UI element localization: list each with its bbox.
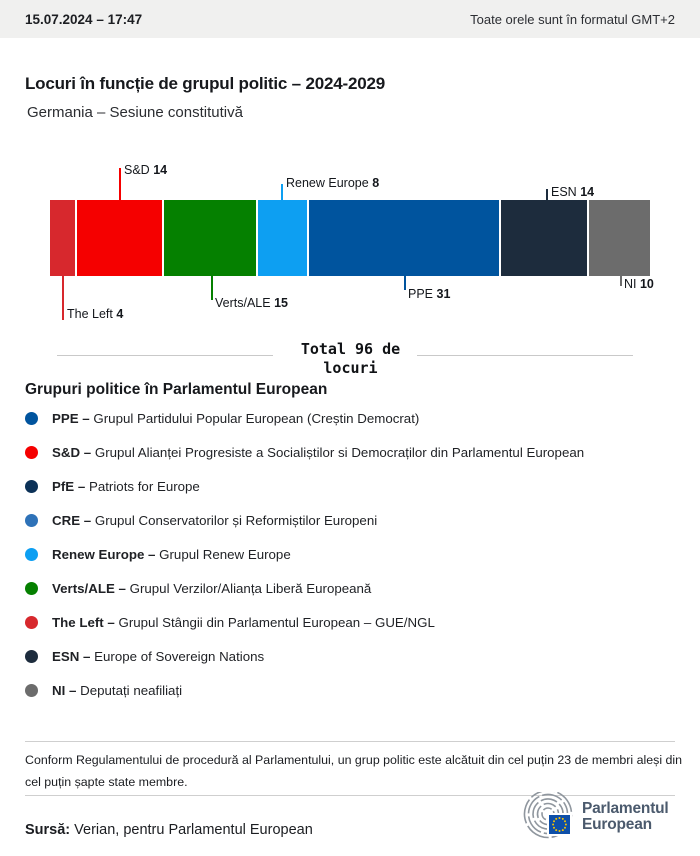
total-seats-label: Total 96 de locuri xyxy=(300,340,401,377)
legend-item-sd[interactable]: S&D – Grupul Alianței Progresiste a Soci… xyxy=(25,444,584,460)
callout-ni: NI 10 xyxy=(624,277,654,291)
eu-flag-icon xyxy=(547,813,572,836)
callout-ppe: PPE 31 xyxy=(408,287,451,301)
legend-item-pfe[interactable]: PfE – Patriots for Europe xyxy=(25,478,200,494)
legend-item-esn[interactable]: ESN – Europe of Sovereign Nations xyxy=(25,648,264,664)
leader-line-esn xyxy=(546,189,548,200)
leader-line-renew xyxy=(281,184,283,200)
legend-item-renew-europe[interactable]: Renew Europe – Grupul Renew Europe xyxy=(25,546,291,562)
bar-segment-sd[interactable] xyxy=(76,200,163,276)
total-rule-right xyxy=(417,355,633,356)
page-title: Locuri în funcție de grupul politic – 20… xyxy=(25,74,385,93)
leader-line-sd xyxy=(119,168,121,200)
renew-color-dot-icon xyxy=(25,547,38,561)
legend-item-ni[interactable]: NI – Deputați neafiliați xyxy=(25,682,182,698)
bar-segment-ppe[interactable] xyxy=(309,200,499,276)
legend-item-cre[interactable]: CRE – Grupul Conservatorilor și Reformiș… xyxy=(25,512,377,528)
bar-segment-ni[interactable] xyxy=(588,200,650,276)
leader-line-ni xyxy=(620,276,622,286)
total-rule-left xyxy=(57,355,273,356)
legend-item-verts-ale[interactable]: Verts/ALE – Grupul Verzilor/Alianța Libe… xyxy=(25,580,371,596)
cre-color-dot-icon xyxy=(25,513,38,527)
callout-the-left: The Left 4 xyxy=(67,307,124,321)
the-left-color-dot-icon xyxy=(25,615,38,629)
leader-line-verts xyxy=(211,276,213,300)
bar-segment-the-left[interactable] xyxy=(50,200,75,276)
source-line: Sursă: Verian, pentru Parlamentul Europe… xyxy=(25,822,313,838)
pfe-color-dot-icon xyxy=(25,479,38,493)
legend-item-ppe[interactable]: PPE – Grupul Partidului Popular European… xyxy=(25,410,419,426)
seats-stacked-bar xyxy=(50,200,650,276)
bar-segment-renew-europe[interactable] xyxy=(258,200,308,276)
european-parliament-logo: Parlamentul European xyxy=(514,792,676,842)
ni-color-dot-icon xyxy=(25,683,38,697)
ep-logo-wordmark: Parlamentul European xyxy=(582,800,669,833)
sd-color-dot-icon xyxy=(25,445,38,459)
callout-verts-ale: Verts/ALE 15 xyxy=(215,296,288,310)
datetime-label: 15.07.2024 – 17:47 xyxy=(25,11,143,27)
verts-color-dot-icon xyxy=(25,581,38,595)
legend-heading: Grupuri politice în Parlamentul European xyxy=(25,381,328,398)
callout-esn: ESN 14 xyxy=(551,185,595,199)
footnote-divider-top xyxy=(25,741,675,742)
callout-renew-europe: Renew Europe 8 xyxy=(286,176,380,190)
callout-sd: S&D 14 xyxy=(124,163,168,177)
esn-color-dot-icon xyxy=(25,649,38,663)
leader-line-ppe xyxy=(404,276,406,290)
timezone-note: Toate orele sunt în formatul GMT+2 xyxy=(470,11,675,27)
footnote-text: Conform Regulamentului de procedură al P… xyxy=(25,753,683,789)
ep-hemicycle-icon xyxy=(523,792,573,839)
page-subtitle: Germania – Sesiune constitutivă xyxy=(27,104,243,121)
leader-line-the-left xyxy=(62,276,64,320)
ppe-color-dot-icon xyxy=(25,411,38,425)
legend-item-the-left[interactable]: The Left – Grupul Stângii din Parlamentu… xyxy=(25,614,435,630)
header-bar: 15.07.2024 – 17:47 Toate orele sunt în f… xyxy=(0,0,700,38)
bar-segment-verts-ale[interactable] xyxy=(164,200,257,276)
footnote-divider-bottom xyxy=(25,795,675,796)
bar-segment-esn[interactable] xyxy=(501,200,587,276)
